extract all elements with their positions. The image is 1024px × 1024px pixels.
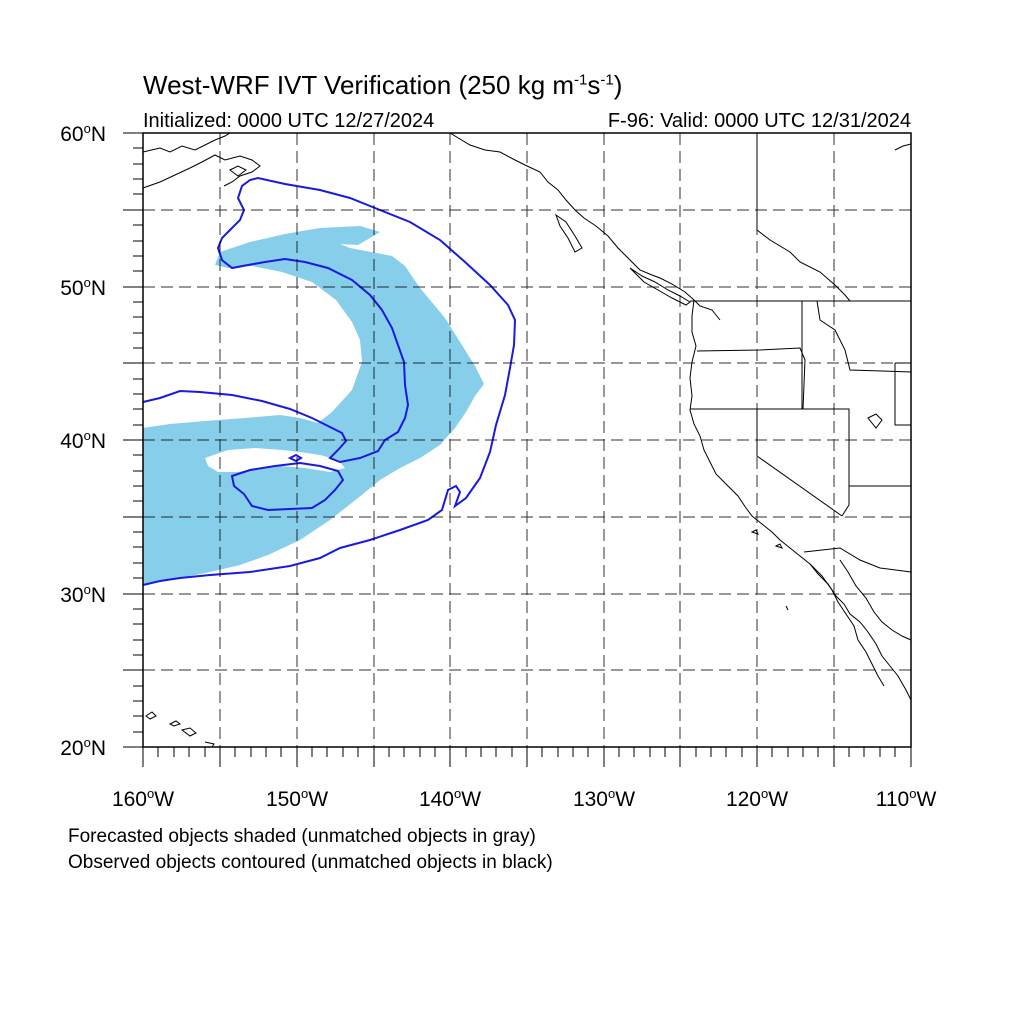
graticule [143,133,911,747]
lat-label-50: 50oN [60,275,106,300]
caption-forecast: Forecasted objects shaded (unmatched obj… [68,826,536,847]
initialized-time: Initialized: 0000 UTC 12/27/2024 [143,110,435,132]
lon-label-120w: 120oW [725,786,789,811]
lat-label-60: 60oN [60,121,106,146]
valid-time: F-96: Valid: 0000 UTC 12/31/2024 [607,110,911,132]
coastlines [142,132,912,748]
lat-label-20: 20oN [60,735,106,760]
lon-label-110w: 110oW [875,786,937,811]
lon-label-140w: 140oW [418,786,482,811]
forecast-ivt-object [143,226,484,585]
lon-label-150w: 150oW [265,786,329,811]
lon-label-130w: 130oW [572,786,636,811]
observed-ivt-contour-outer [142,176,517,586]
observed-ivt-contour-inner [230,453,345,512]
axis-ticks [123,132,912,767]
chart-title: West-WRF IVT Verification (250 kg m-1s-1… [143,70,623,100]
caption-observed: Observed objects contoured (unmatched ob… [68,852,553,873]
lon-label-160w: 160oW [111,786,175,811]
lat-label-40: 40oN [60,428,106,453]
lat-label-30: 30oN [60,582,106,607]
